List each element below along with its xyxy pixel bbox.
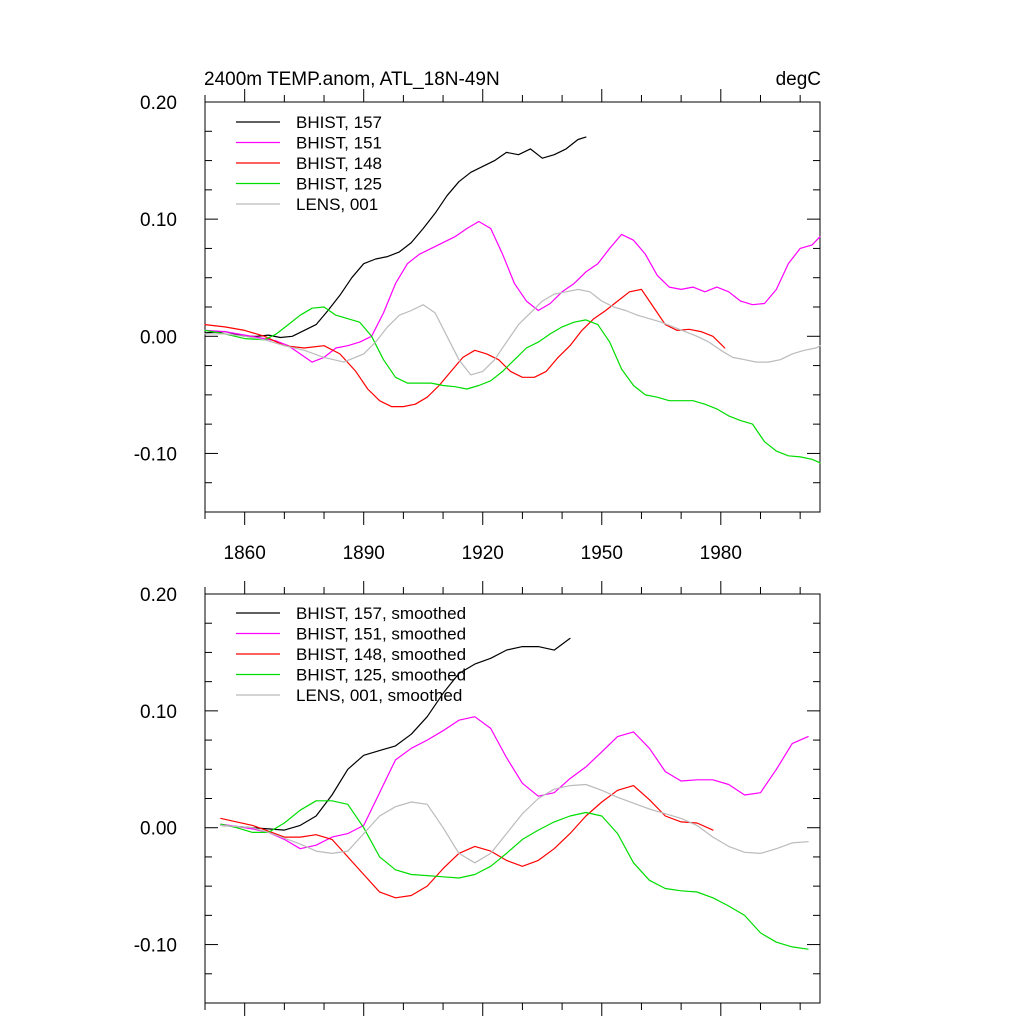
x-tick-label: 1980 xyxy=(700,543,742,564)
x-tick-label: 1860 xyxy=(224,543,266,564)
series-line-lens-001 xyxy=(204,288,821,376)
units-label: degC xyxy=(776,69,821,90)
y-tick-label: 0.20 xyxy=(140,585,177,606)
legend-label: BHIST, 125, smoothed xyxy=(296,666,466,685)
legend-label: BHIST, 157 xyxy=(296,113,382,132)
legend-label: BHIST, 151, smoothed xyxy=(296,625,466,644)
series-line-bhist-157 xyxy=(204,136,587,339)
y-tick-label: 0.00 xyxy=(140,819,177,840)
y-tick-label: 0.20 xyxy=(140,93,177,114)
legend-label: LENS, 001 xyxy=(296,195,378,214)
series-line-lens-001 xyxy=(220,783,809,864)
y-tick-label: 0.00 xyxy=(140,327,177,348)
y-tick-label: 0.10 xyxy=(140,210,177,231)
chart-panel-bottom: -0.10 0.00 0.10 0.20 BHIST, 157, smoothed BHI… xyxy=(134,581,821,1016)
series-line-bhist-148 xyxy=(204,288,726,408)
legend-label: BHIST, 148 xyxy=(296,154,382,173)
legend-label: BHIST, 157, smoothed xyxy=(296,604,466,623)
series-line-bhist-157 xyxy=(220,637,571,831)
series-line-bhist-125 xyxy=(220,800,809,950)
chart-panel-top: -0.10 0.00 0.10 0.20 1860 1890 1920 1950 1980 BHI… xyxy=(134,89,821,564)
series-line-bhist-148 xyxy=(220,785,714,899)
y-tick-label: 0.10 xyxy=(140,702,177,723)
x-tick-label: 1950 xyxy=(581,543,623,564)
legend-label: BHIST, 148, smoothed xyxy=(296,645,466,664)
panel-title: 2400m TEMP.anom, ATL_18N-49N xyxy=(204,69,500,90)
y-tick-label: -0.10 xyxy=(134,936,177,957)
series-line-bhist-151 xyxy=(204,220,821,363)
x-tick-label: 1920 xyxy=(462,543,504,564)
series-line-bhist-151 xyxy=(220,716,809,850)
y-tick-label: -0.10 xyxy=(134,444,177,465)
legend-label: LENS, 001, smoothed xyxy=(296,686,462,705)
legend-label: BHIST, 125 xyxy=(296,175,382,194)
legend-label: BHIST, 151 xyxy=(296,134,382,153)
series-line-bhist-125 xyxy=(204,306,821,464)
x-tick-label: 1890 xyxy=(343,543,385,564)
